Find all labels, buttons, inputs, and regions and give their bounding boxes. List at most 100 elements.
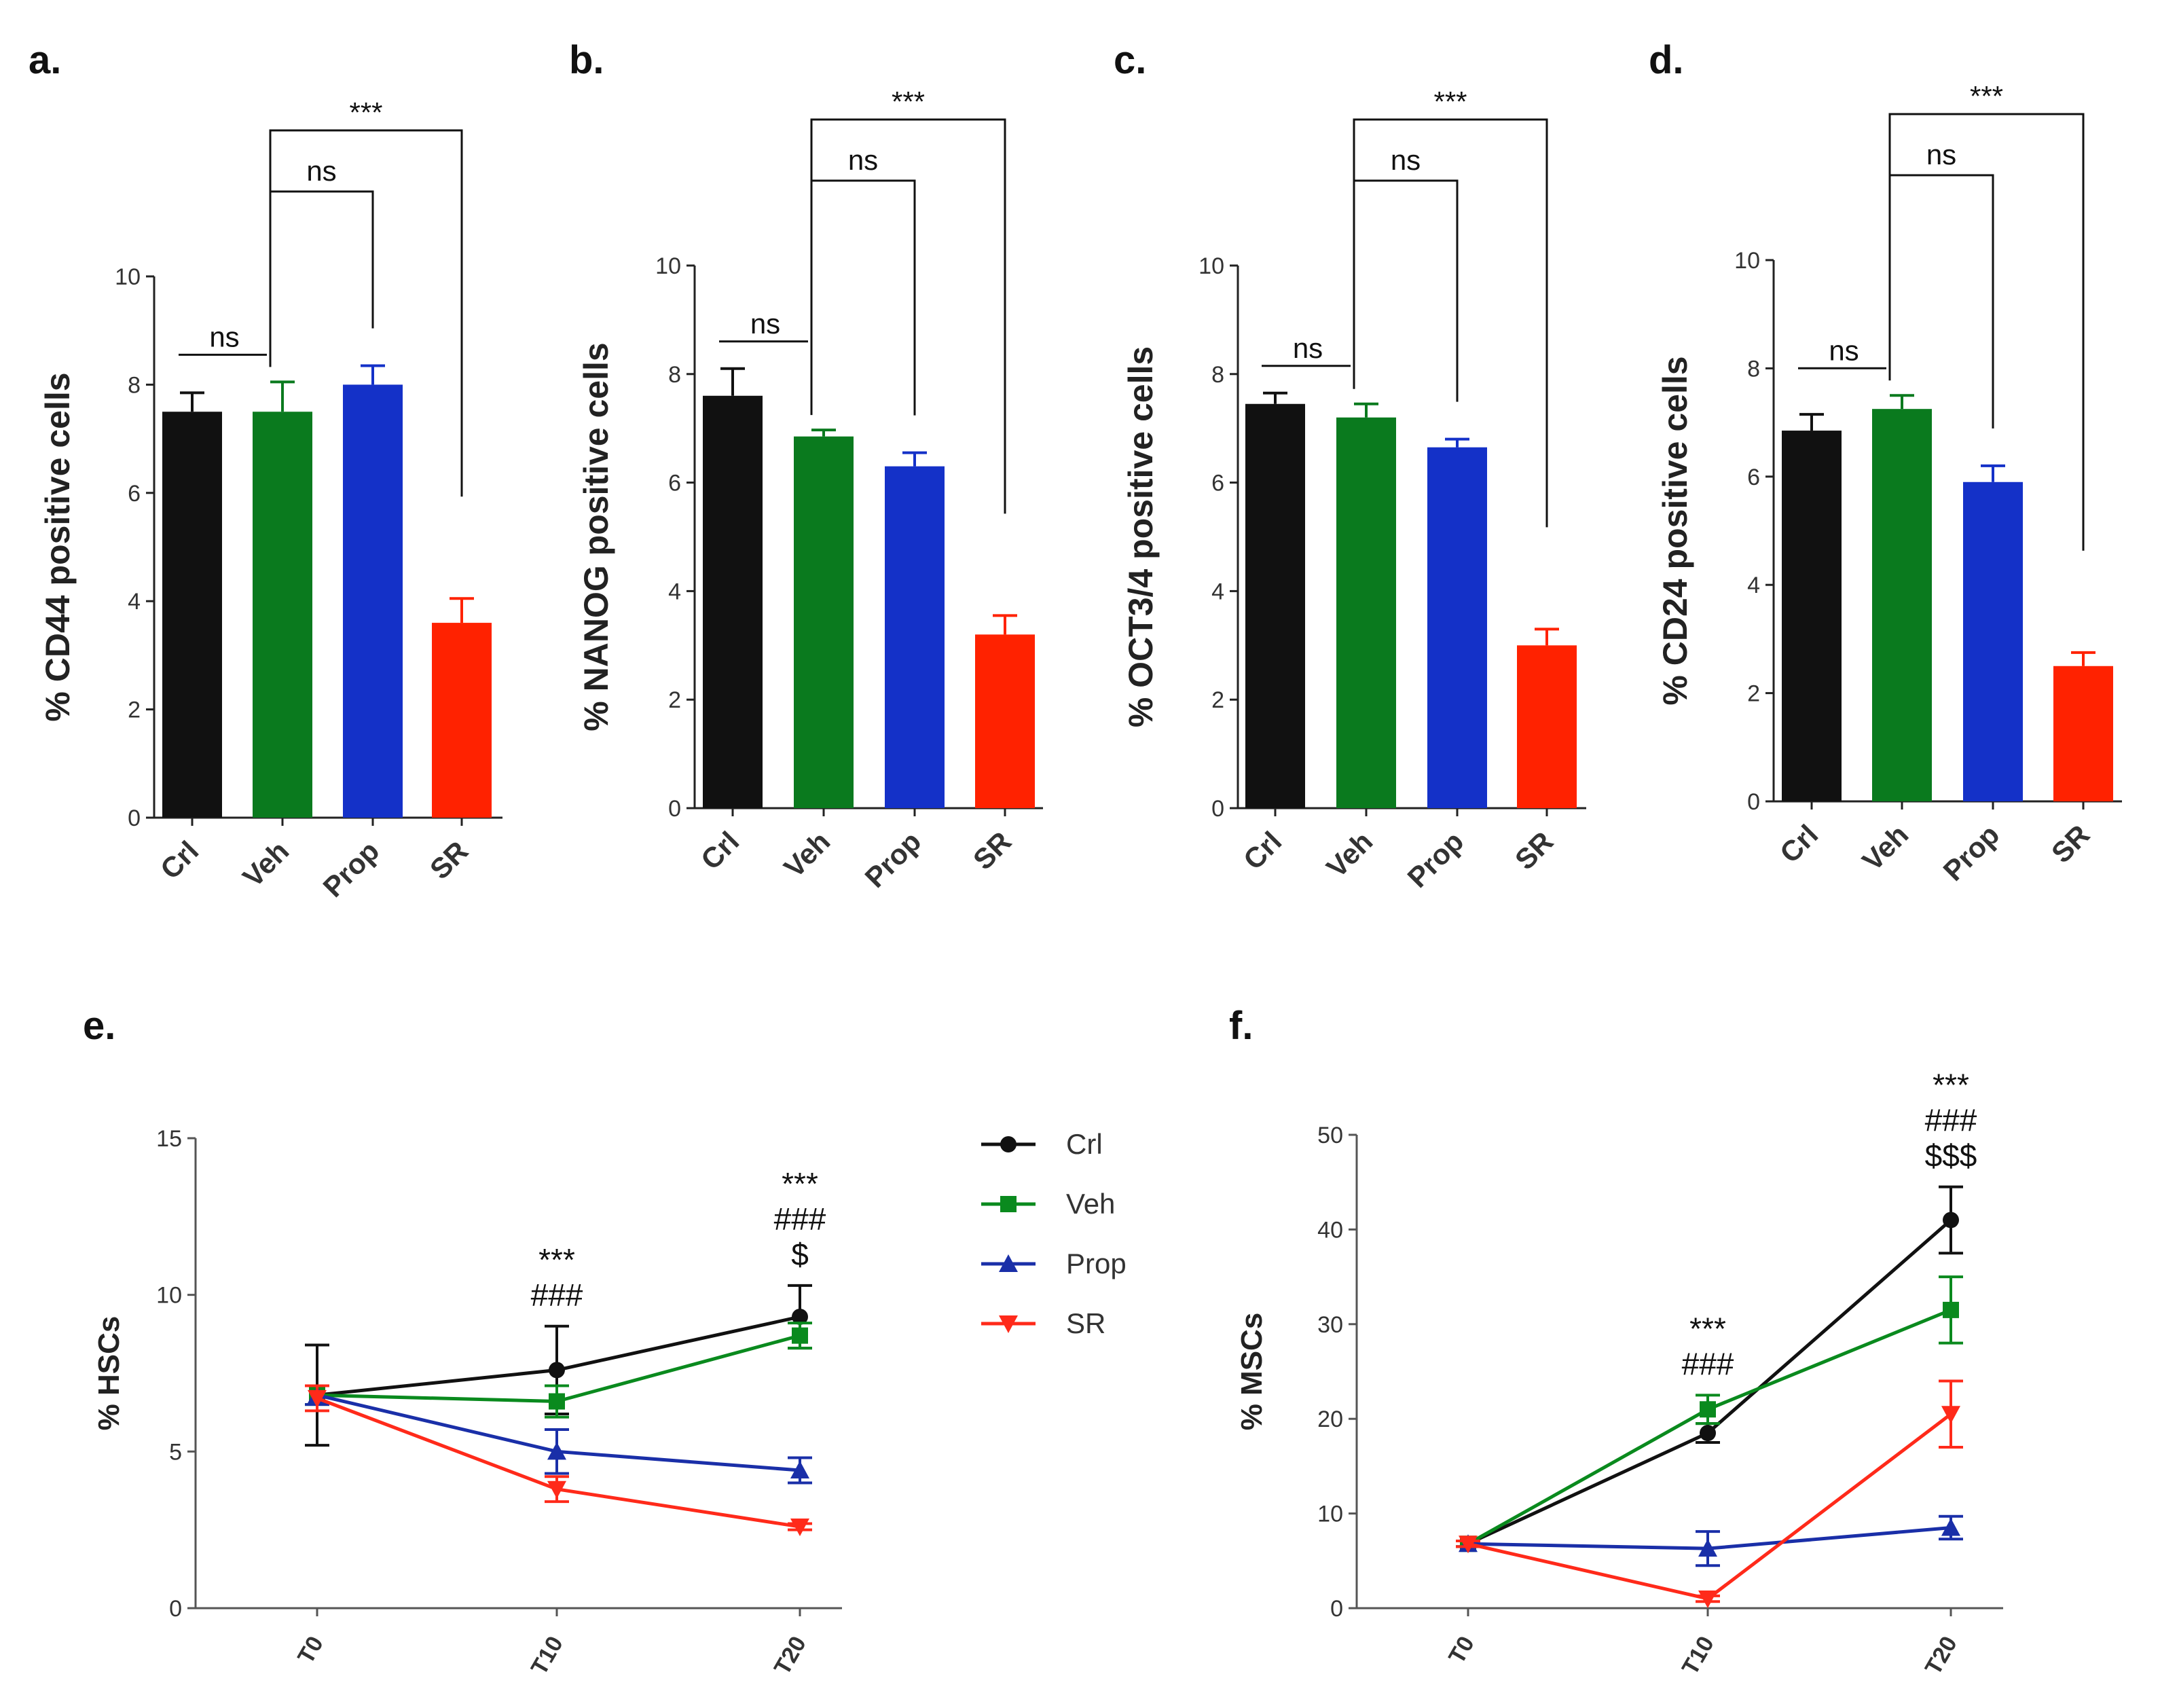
y-tick-label: 8: [1747, 356, 1760, 382]
y-tick-label: 0: [1747, 789, 1760, 815]
bar-prop: [1963, 481, 2023, 801]
y-tick-label: 10: [1734, 248, 1760, 274]
y-axis-label: % OCT3/4 positive cells: [1122, 346, 1160, 727]
y-tick-label: 4: [1747, 573, 1760, 598]
significance-bracket: [269, 129, 463, 497]
significance-label: ***: [349, 96, 382, 128]
significance-bracket: [1354, 179, 1459, 402]
significance-label: ns: [306, 155, 336, 187]
data-point: [1000, 1136, 1017, 1152]
data-point: [999, 1315, 1018, 1333]
y-tick-label: 4: [668, 579, 681, 604]
panel-label: f.: [1229, 1004, 1253, 1048]
x-tick-label: T20: [1920, 1632, 1962, 1679]
y-tick-label: 10: [156, 1283, 182, 1309]
y-tick-label: 10: [1198, 253, 1224, 279]
y-tick-label: 0: [1330, 1596, 1343, 1622]
y-tick-label: 6: [668, 471, 681, 496]
significance-label: ###: [531, 1277, 583, 1313]
data-point: [547, 1480, 566, 1499]
data-point: [1943, 1212, 1959, 1229]
y-tick-label: 8: [668, 362, 681, 388]
y-tick-label: 5: [169, 1439, 182, 1465]
legend-label-prop: Prop: [1066, 1248, 1127, 1279]
significance-label: ***: [1933, 1068, 1969, 1103]
y-axis-label: % NANOG positive cells: [577, 342, 615, 731]
bar-sr: [975, 634, 1035, 808]
data-point: [1941, 1518, 1960, 1536]
data-point: [999, 1254, 1018, 1272]
y-tick-label: 8: [1211, 362, 1224, 388]
y-tick-label: 0: [668, 796, 681, 822]
data-point: [1941, 1406, 1960, 1424]
y-tick-label: 6: [1747, 465, 1760, 490]
significance-bracket: [1888, 113, 2085, 551]
data-point: [1943, 1301, 1959, 1318]
data-point: [1698, 1591, 1717, 1609]
panel-label: e.: [83, 1004, 115, 1048]
data-point: [549, 1393, 565, 1410]
legend-label-crl: Crl: [1066, 1128, 1103, 1160]
x-tick-label: T0: [1444, 1632, 1480, 1668]
y-tick-label: 0: [169, 1596, 182, 1622]
x-tick-label: Crl: [695, 825, 746, 876]
y-axis-label: % MSCs: [1235, 1313, 1268, 1431]
x-tick-label: SR: [2045, 818, 2096, 869]
bar-prop: [1427, 447, 1487, 808]
x-tick-label: SR: [967, 825, 1018, 876]
bar-prop: [343, 384, 403, 818]
bar-crl: [703, 395, 763, 808]
x-tick-label: Prop: [1937, 818, 2005, 887]
data-point: [792, 1308, 808, 1325]
x-tick-label: T10: [1677, 1632, 1719, 1679]
data-point: [1459, 1536, 1478, 1554]
y-tick-label: 2: [128, 697, 141, 723]
y-tick-label: 0: [1211, 796, 1224, 822]
y-tick-label: 20: [1317, 1406, 1343, 1432]
bar-sr: [432, 623, 492, 818]
significance-label: ***: [782, 1166, 818, 1201]
x-tick-label: Prop: [1401, 825, 1469, 894]
data-point: [1000, 1196, 1017, 1212]
bar-sr: [1517, 645, 1577, 808]
panel-label: d.: [1649, 38, 1684, 82]
significance-label: ns: [1829, 334, 1859, 366]
significance-label: ns: [848, 144, 878, 176]
x-tick-label: T10: [526, 1632, 568, 1679]
data-point: [547, 1442, 566, 1460]
legend-label-sr: SR: [1066, 1307, 1105, 1339]
significance-label: ns: [1391, 144, 1421, 176]
y-tick-label: 6: [128, 481, 141, 507]
significance-bracket: [1353, 118, 1548, 528]
y-tick-label: 2: [668, 687, 681, 713]
y-tick-label: 2: [1211, 687, 1224, 713]
x-tick-label: Crl: [154, 835, 205, 886]
significance-label: ns: [1293, 332, 1323, 364]
data-point: [308, 1389, 327, 1408]
bar-panel-c: c. 0 2 4 6 8 10 % OCT3/4 positive cells Crl Veh Pr…: [1114, 38, 1586, 894]
y-tick-label: 40: [1317, 1217, 1343, 1243]
bar-crl: [1782, 431, 1842, 801]
legend-label-veh: Veh: [1066, 1188, 1115, 1220]
bar-prop: [885, 466, 945, 808]
x-tick-label: Veh: [236, 835, 295, 893]
y-tick-label: 30: [1317, 1312, 1343, 1338]
data-point: [1700, 1401, 1716, 1418]
significance-label: ###: [1925, 1103, 1977, 1138]
x-tick-label: Veh: [777, 825, 836, 884]
significance-label: ns: [750, 308, 780, 340]
y-axis-label: % HSCs: [92, 1316, 126, 1431]
significance-label: ***: [1433, 86, 1467, 117]
data-point: [549, 1362, 565, 1379]
x-tick-label: T0: [293, 1632, 329, 1668]
y-tick-label: 50: [1317, 1123, 1343, 1148]
significance-bracket: [811, 179, 916, 416]
y-axis-label: % CD44 positive cells: [39, 372, 77, 721]
panel-label: c.: [1114, 38, 1146, 82]
significance-label: ***: [1970, 80, 2003, 112]
significance-label: $$$: [1925, 1138, 1977, 1174]
significance-label: ###: [774, 1201, 826, 1237]
y-tick-label: 8: [128, 372, 141, 398]
